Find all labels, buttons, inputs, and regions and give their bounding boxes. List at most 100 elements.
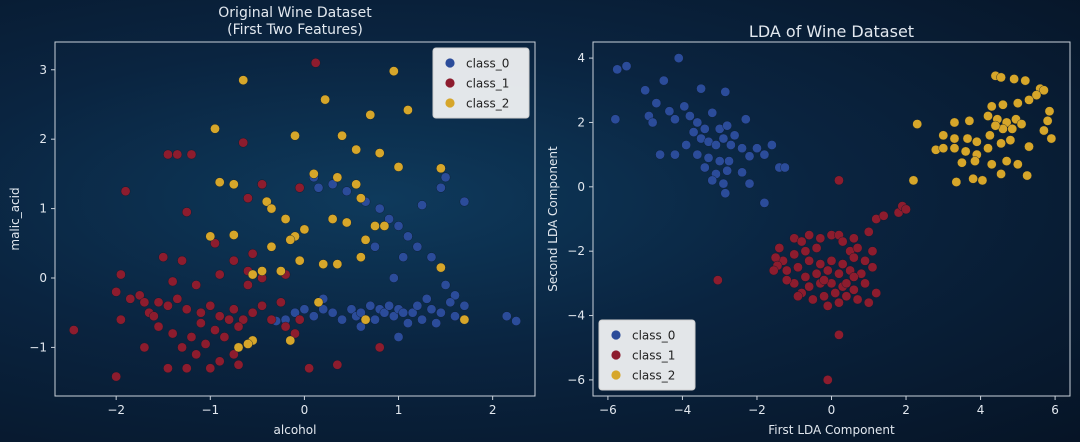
- left-class_0-point: [417, 314, 427, 325]
- right-class_0-point: [718, 178, 729, 189]
- left-class_1-point: [172, 294, 183, 304]
- left-class_0-point: [421, 294, 432, 304]
- right-class_0-point: [744, 151, 755, 162]
- right-x-tick-label: 0: [828, 403, 836, 417]
- right-class_1-point: [860, 256, 870, 266]
- right-chart-title: LDA of Wine Dataset: [749, 22, 914, 41]
- left-class_1-point: [229, 304, 239, 315]
- right-legend-marker-class_1: [611, 350, 621, 360]
- right-class_2-point: [964, 116, 975, 126]
- right-class_2-point: [1039, 85, 1049, 96]
- right-class_1-point: [796, 236, 807, 247]
- right-class_2-point: [970, 156, 980, 166]
- left-legend-box: [432, 47, 530, 119]
- right-class_0-point: [707, 175, 718, 186]
- right-class_1-point: [871, 288, 882, 298]
- left-class_0-point: [450, 311, 460, 321]
- right-x-tick-label: −6: [599, 403, 617, 417]
- right-class_2-point: [1016, 119, 1027, 129]
- left-class_0-point: [393, 332, 404, 342]
- right-class_1-point: [837, 259, 848, 269]
- right-class_1-point: [860, 278, 870, 289]
- left-class_0-point: [398, 252, 409, 262]
- right-class_2-point: [1024, 95, 1034, 105]
- left-class_1-point: [229, 255, 239, 266]
- right-class_2-point: [1022, 170, 1032, 181]
- left-class_1-point: [163, 363, 173, 374]
- left-class_0-point: [337, 314, 347, 325]
- left-class_1-point: [243, 193, 253, 203]
- right-class_2-point: [985, 130, 995, 141]
- right-class_0-point: [699, 162, 710, 173]
- right-class_2-point: [990, 120, 1001, 131]
- left-class_1-point: [181, 363, 192, 374]
- right-y-tick-label: −2: [567, 244, 585, 258]
- left-class_1-point: [181, 207, 192, 217]
- left-class_2-point: [210, 123, 220, 134]
- left-x-axis-label: alcohol: [274, 423, 317, 437]
- right-class_1-point: [849, 272, 859, 282]
- right-class_0-point: [737, 167, 747, 178]
- right-class_0-point: [729, 130, 740, 141]
- left-class_1-point: [374, 342, 385, 353]
- right-class_0-point: [780, 162, 790, 173]
- left-class_1-point: [247, 307, 258, 318]
- right-legend-label-class_0: class_0: [632, 329, 675, 343]
- left-class_1-point: [177, 255, 187, 266]
- left-class_0-point: [403, 231, 413, 242]
- right-class_0-point: [722, 120, 732, 131]
- right-class_0-point: [699, 124, 710, 134]
- lda-wine-scatter-panel: LDA of Wine Dataset −6 −4 −2 0 2 4 6 −6 −4 −2 0 2 4 Fi…: [546, 22, 1071, 437]
- left-class_2-point: [341, 217, 352, 228]
- left-class_1-point: [210, 238, 220, 249]
- right-class_0-point: [720, 87, 731, 97]
- right-class_2-point: [949, 117, 960, 128]
- right-class_2-point: [996, 169, 1006, 179]
- right-class_2-point: [977, 175, 988, 186]
- left-class_2-point: [393, 162, 404, 172]
- right-class_0-point: [692, 117, 703, 128]
- left-class_1-point: [196, 307, 206, 318]
- right-class_2-point: [938, 143, 949, 153]
- left-class_2-point: [365, 110, 376, 120]
- left-class_1-point: [247, 248, 258, 259]
- right-class_1-point: [852, 243, 863, 253]
- right-class_1-point: [804, 281, 814, 292]
- right-class_0-point: [744, 178, 755, 189]
- right-class_0-point: [714, 156, 725, 166]
- right-x-axis-label: First LDA Component: [768, 423, 895, 437]
- left-class_2-point: [318, 259, 329, 269]
- left-class_2-point: [247, 269, 258, 280]
- left-class_2-point: [257, 266, 267, 276]
- right-legend-label-class_2: class_2: [632, 369, 675, 383]
- left-class_2-point: [214, 177, 225, 188]
- left-class_0-point: [313, 182, 324, 193]
- left-class_0-point: [327, 179, 338, 190]
- left-class_2-point: [233, 342, 244, 353]
- left-class_1-point: [229, 349, 239, 360]
- left-class_1-point: [214, 356, 225, 367]
- right-class_0-point: [679, 101, 690, 112]
- right-class_2-point: [951, 177, 962, 187]
- left-class_2-point: [360, 314, 371, 325]
- left-class_0-point: [417, 200, 427, 210]
- left-legend-label-class_2: class_2: [466, 97, 509, 111]
- left-class_0-point: [398, 307, 409, 318]
- left-class_0-point: [440, 172, 451, 183]
- left-class_1-point: [219, 332, 230, 342]
- right-class_1-point: [811, 268, 822, 279]
- left-chart-title-line: (First Two Features): [227, 22, 363, 38]
- right-class_2-point: [1005, 135, 1016, 145]
- left-class_2-point: [332, 259, 343, 269]
- right-y-tick-label: 4: [577, 51, 585, 65]
- right-class_2-point: [1020, 75, 1031, 86]
- left-legend-marker-class_0: [445, 58, 455, 68]
- left-class_2-point: [294, 255, 305, 266]
- left-class_2-point: [436, 262, 446, 273]
- left-class_2-point: [276, 266, 286, 276]
- right-legend-box: [598, 319, 696, 391]
- right-class_1-point: [849, 233, 859, 244]
- left-class_2-point: [370, 221, 380, 231]
- right-class_1-point: [781, 265, 792, 276]
- right-class_2-point: [1046, 133, 1057, 144]
